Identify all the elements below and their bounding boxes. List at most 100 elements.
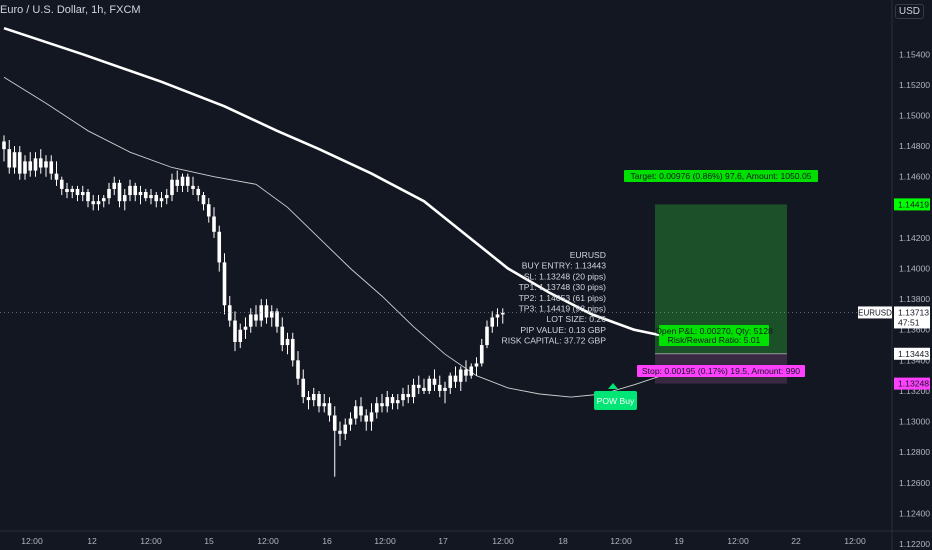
pow-buy-signal: POW Buy [594,383,637,410]
candle-down [49,161,54,174]
candle-up [96,201,101,205]
candle-down [317,394,321,407]
ma-slow-line [3,26,672,339]
time-tick-label: 12:00 [727,536,749,546]
price-tick-label: 1.12200 [899,539,930,549]
candle-up [149,195,153,199]
candle-up [285,338,290,346]
candle-up [170,179,174,196]
candle-down [133,185,138,196]
candle-up [385,397,390,407]
time-tick-label: 17 [438,536,448,546]
price-axis[interactable]: 1.15400 1.15200 1.15000 1.14800 1.14600 1.144… [858,0,930,550]
candle-down [275,311,279,327]
price-tick-label: 1.14000 [899,264,930,274]
candle-down [264,305,269,318]
info-line-8: RISK CAPITAL: 37.72 GBP [502,336,607,346]
candle-up [458,369,463,382]
candle-up [348,418,353,425]
candle-down [86,192,90,202]
candle-down [91,201,96,205]
candle-up [490,317,495,327]
time-tick-label: 22 [791,536,801,546]
candle-down [406,394,411,398]
position-tool[interactable] [655,204,787,384]
candle-up [343,424,348,434]
candle-down [327,403,332,416]
candle-down [380,403,384,407]
candle-down [206,204,211,217]
target-label-text: Target: 0.00976 (0.86%) 97.6, Amount: 10… [630,171,811,181]
candle-down [2,141,6,150]
price-tick-label: 1.14200 [899,233,930,243]
price-tick-label: 1.13200 [899,386,930,396]
info-line-0: EURUSD [570,250,606,260]
price-tick-label: 1.14600 [899,172,930,182]
candle-down [54,173,59,180]
candle-down [185,176,190,186]
candle-down [416,384,421,388]
price-marker-label: 1.14419 [898,199,929,209]
candle-up [107,188,111,199]
candle-down [227,305,232,321]
rr-label-text: Risk/Reward Ratio: 5.01 [668,335,761,345]
candle-down [212,216,216,232]
candle-up [322,403,327,407]
candle-down [222,262,227,306]
candle-down [28,161,33,171]
price-tick-label: 1.13800 [899,294,930,304]
candle-up [243,326,248,330]
candle-down [364,415,369,422]
price-marker: 1.14419 [894,198,930,211]
price-marker-bg [894,306,930,329]
price-marker-label: 1.13248 [898,379,929,389]
moving-averages [3,26,672,398]
candle-up [269,311,274,318]
candle-up [180,176,185,186]
candle-up [495,314,500,318]
candle-up [427,378,432,391]
candle-up [474,363,479,367]
target-label-bg [624,170,818,182]
candle-down [453,375,458,382]
candle-down [306,397,311,401]
candle-up [248,314,253,327]
candle-down [217,231,222,263]
candle-up [101,198,106,202]
candle-up [259,305,264,321]
candle-up [311,394,316,401]
price-marker-label: 1.13443 [898,349,929,359]
candle-down [296,360,300,379]
candle-down [117,182,122,202]
pnl-label: Open P&L: 0.00270, Qty: 5128Risk/Reward … [655,325,773,346]
candle-down [143,192,148,199]
candle-up [70,188,75,192]
candle-up [479,345,484,364]
candle-down [464,369,468,376]
price-tick-label: 1.12800 [899,447,930,457]
price-marker: 1.13443 [894,347,930,360]
candle-down [201,195,206,205]
pow-buy-arrow [608,383,618,389]
candle-up [238,329,243,342]
candle-up [353,406,358,419]
candle-down [432,378,437,385]
price-marker-bg [894,377,930,390]
candle-up [448,375,453,388]
candle-down [254,314,258,321]
time-tick-label: 19 [674,536,684,546]
time-tick-label: 12:00 [610,536,632,546]
candle-down [233,320,237,342]
price-marker-label: 1.13713 [898,307,929,317]
currency-button[interactable]: USD [894,4,924,19]
candle-up [443,387,447,391]
candle-down [332,415,337,431]
time-axis[interactable]: 12:00 12 12:00 15 12:00 16 12:00 17 12:00 18 12:00… [0,530,932,546]
price-tick-label: 1.13400 [899,355,930,365]
candle-up [122,195,127,202]
candle-up [411,384,416,398]
time-tick-label: 12:00 [21,536,43,546]
